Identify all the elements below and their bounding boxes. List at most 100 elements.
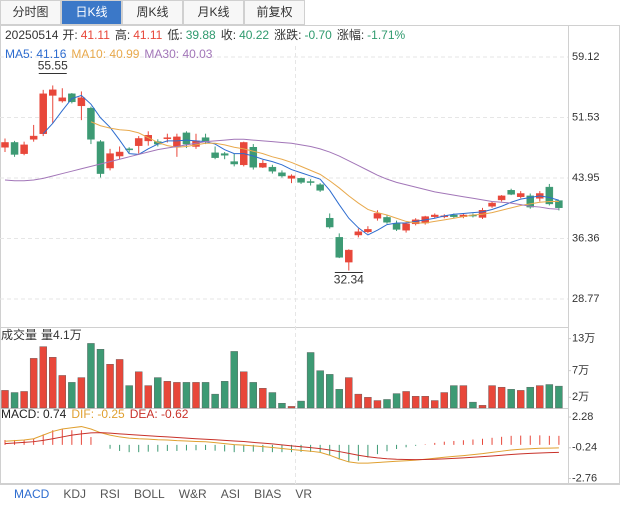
candle-body <box>163 137 172 139</box>
tab-bg[interactable] <box>244 0 305 25</box>
volume-bar <box>402 391 410 409</box>
info-label: 涨跌: <box>274 27 301 42</box>
indicator-tab[interactable]: BOLL <box>134 487 165 501</box>
candle-body <box>49 89 57 96</box>
volume-bar <box>201 382 210 409</box>
legend-entry: MA10: 40.99 <box>71 47 139 61</box>
y-tick-label: 28.77 <box>572 293 600 305</box>
candle-body <box>278 172 286 177</box>
candle-body <box>497 195 506 201</box>
tab[interactable]: 分时图 <box>0 0 61 25</box>
volume-bar <box>96 349 105 409</box>
candle-body <box>230 161 238 165</box>
candle-body <box>526 195 534 208</box>
volume-bar <box>287 406 296 409</box>
volume-bar <box>211 393 219 409</box>
tab-label[interactable]: 分时图 <box>12 5 48 19</box>
candle-body <box>306 181 315 183</box>
volume-bar <box>39 346 47 409</box>
volume-bar <box>278 402 286 409</box>
volume-bar <box>77 377 86 409</box>
tab-label[interactable]: 周K线 <box>136 5 168 19</box>
volume-bar <box>240 371 248 409</box>
candle-body <box>115 151 124 157</box>
volume-bar <box>106 364 114 409</box>
candle-body <box>316 184 324 191</box>
ma-line <box>90 121 559 224</box>
indicator-tab[interactable]: RSI <box>100 487 120 501</box>
info-value: 41.11 <box>81 28 110 42</box>
indicator-tab[interactable]: MACD <box>14 487 50 501</box>
macd-line <box>4 432 559 461</box>
volume-bar <box>507 389 515 409</box>
candle-body <box>545 186 554 205</box>
volume-bar <box>249 382 258 409</box>
volume-bar <box>517 390 525 409</box>
candle-body <box>39 93 47 134</box>
candle-body <box>287 175 296 179</box>
volume-bar <box>306 352 315 409</box>
indicator-tab[interactable]: KDJ <box>63 487 86 501</box>
candle-body <box>555 200 563 208</box>
candle-body <box>488 202 496 207</box>
candle-body <box>10 142 19 155</box>
legend-entry: MA30: 40.03 <box>144 47 212 61</box>
ma-line <box>4 138 559 210</box>
y-tick-label: -0.24 <box>572 442 597 454</box>
candle-body <box>297 178 305 183</box>
volume-bar <box>555 385 563 409</box>
volume-bar <box>411 396 420 409</box>
candle-body <box>354 231 363 236</box>
tab-bg[interactable] <box>122 0 183 25</box>
info-label: 低: <box>167 28 182 42</box>
indicator-tab[interactable]: BIAS <box>254 487 281 501</box>
volume-bar <box>392 393 401 409</box>
volume-bar <box>345 377 353 409</box>
volume-bar <box>20 391 28 409</box>
ma-line <box>42 94 560 236</box>
candle-body <box>182 132 191 145</box>
candle-body <box>20 144 28 154</box>
indicator-tab[interactable]: VR <box>295 487 312 501</box>
volume-bar <box>459 385 468 409</box>
y-tick-label: 43.95 <box>572 172 600 184</box>
volume-bar <box>173 382 181 409</box>
candle-body <box>96 141 105 174</box>
candle-body <box>507 190 515 195</box>
tab[interactable]: 日K线 <box>61 0 122 25</box>
tab-label[interactable]: 月K线 <box>197 5 229 19</box>
tab-bg[interactable] <box>183 0 244 25</box>
volume-bar <box>421 396 429 409</box>
tab-bg[interactable] <box>61 0 122 25</box>
indicator-tab[interactable]: ASI <box>221 487 240 501</box>
candle-body <box>431 214 439 217</box>
tab[interactable]: 前复权 <box>244 0 305 25</box>
tab-bg[interactable] <box>0 0 61 25</box>
candle-body <box>29 135 38 140</box>
volume-bar <box>488 385 496 409</box>
y-tick-label: 59.12 <box>572 51 600 63</box>
candle-body <box>345 249 353 263</box>
candle-body <box>373 213 382 219</box>
candle-body <box>325 217 334 228</box>
volume-bar <box>545 384 554 409</box>
volume-bar <box>326 374 334 409</box>
info-label: 涨幅: <box>337 27 364 42</box>
tab-label[interactable]: 日K线 <box>75 5 107 19</box>
volume-bar <box>297 400 305 409</box>
indicator-tab[interactable]: W&R <box>179 487 207 501</box>
info-value: 41.11 <box>133 28 162 42</box>
volume-bar <box>469 401 477 409</box>
tab[interactable]: 周K线 <box>122 0 183 25</box>
candle-body <box>335 237 343 258</box>
tab[interactable]: 月K线 <box>183 0 244 25</box>
volume-bar <box>144 385 152 409</box>
volume-bar <box>431 400 439 409</box>
tab-label[interactable]: 前复权 <box>256 4 292 19</box>
candle-body <box>450 214 458 217</box>
y-tick-label: -2.76 <box>572 472 597 484</box>
info-value: -1.71% <box>367 28 405 42</box>
info-value: 40.22 <box>239 28 269 42</box>
candle-body <box>392 223 401 230</box>
